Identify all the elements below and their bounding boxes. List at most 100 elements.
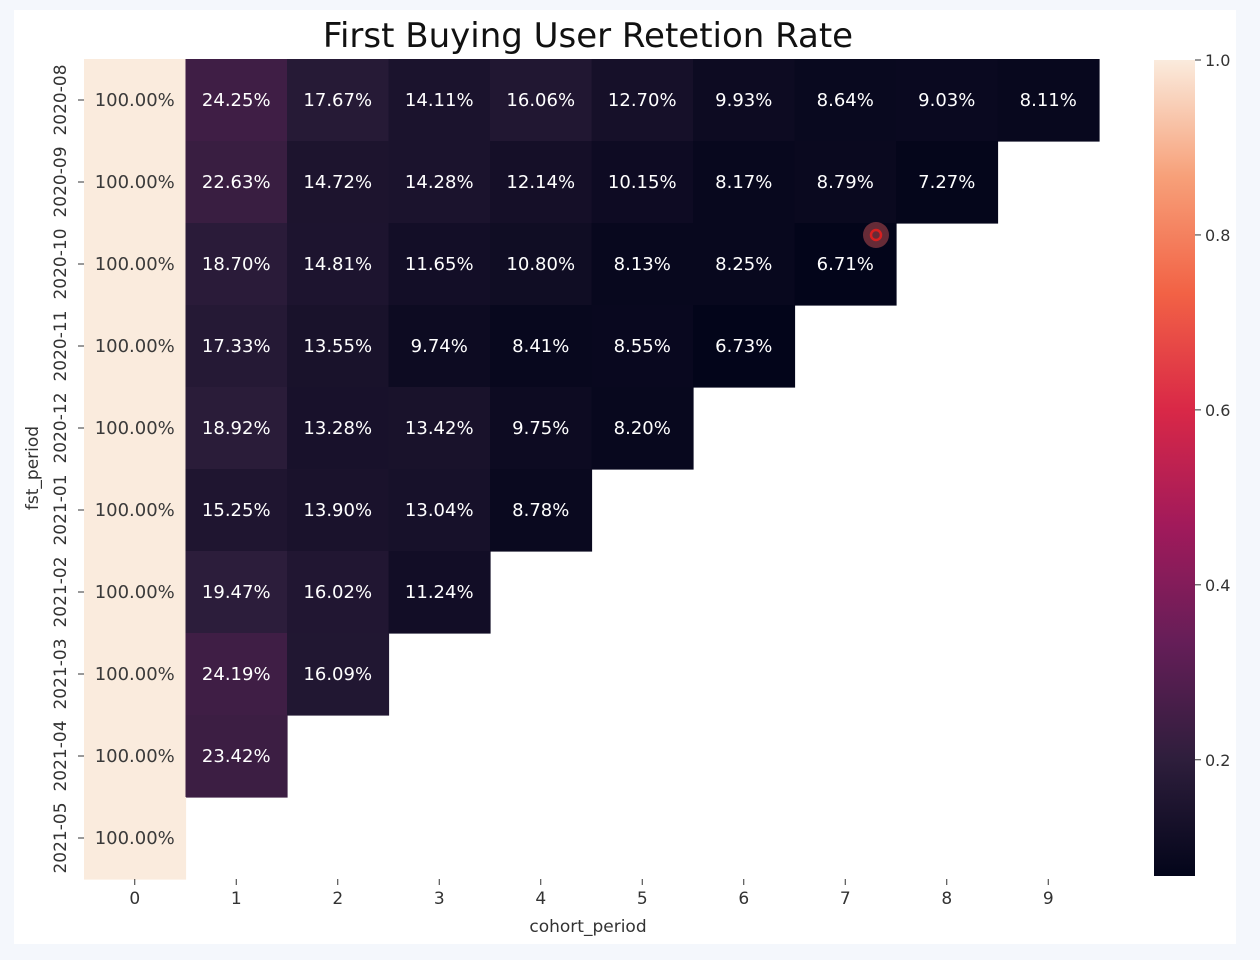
y-tick-label: 2021-03: [51, 638, 71, 709]
heatmap-cell-label: 18.92%: [202, 418, 271, 439]
x-tick-label: 2: [332, 889, 343, 909]
heatmap-cell: [287, 551, 390, 634]
colorbar-tick-label: 0.6: [1205, 401, 1230, 420]
heatmap-cell-label: 10.80%: [506, 254, 575, 275]
y-tick-label: 2020-12: [51, 392, 71, 463]
heatmap-cell-label: 6.73%: [715, 336, 772, 357]
colorbar-tick-label: 1.0: [1205, 51, 1230, 70]
heatmap-cell-label: 13.55%: [303, 336, 372, 357]
heatmap-cell: [84, 551, 187, 634]
colorbar-tick-label: 0.2: [1205, 751, 1230, 770]
heatmap-cell: [84, 59, 187, 142]
heatmap-cell-label: 17.33%: [202, 336, 271, 357]
heatmap-cell: [896, 141, 999, 224]
heatmap-cell-label: 15.25%: [202, 500, 271, 521]
y-tick-label: 2021-01: [51, 474, 71, 545]
y-tick-label: 2021-04: [51, 720, 71, 791]
heatmap-cell: [84, 387, 187, 470]
heatmap-cell-label: 14.28%: [405, 172, 474, 193]
y-tick-label: 2020-10: [51, 228, 71, 299]
heatmap-cell-label: 100.00%: [95, 582, 175, 603]
heatmap-cell-label: 23.42%: [202, 746, 271, 767]
heatmap-cell: [591, 387, 694, 470]
heatmap-cell-label: 18.70%: [202, 254, 271, 275]
colorbar-gradient: [1154, 60, 1195, 876]
heatmap-cell-labels: 100.00% 24.25% 17.67% 14.11% 16.06% 12.70% 9.9…: [95, 90, 1077, 849]
colorbar: 0.2 0.4 0.6 0.8 1.0: [1154, 51, 1230, 876]
heatmap-cell-label: 13.90%: [303, 500, 372, 521]
heatmap-cell: [388, 59, 491, 142]
heatmap-cell: [287, 469, 390, 552]
heatmap-cell: [591, 59, 694, 142]
heatmap-cell-label: 14.11%: [405, 90, 474, 111]
colorbar-ticks: 0.2 0.4 0.6 0.8 1.0: [1195, 51, 1230, 770]
heatmap-cell: [490, 59, 593, 142]
heatmap-cell-label: 17.67%: [303, 90, 372, 111]
heatmap-cell: [693, 223, 796, 306]
y-axis-label: fst_period: [23, 426, 43, 510]
x-tick-label: 6: [738, 889, 749, 909]
heatmap-cell-label: 13.42%: [405, 418, 474, 439]
heatmap-cell-label: 100.00%: [95, 172, 175, 193]
heatmap-cell-label: 8.79%: [817, 172, 874, 193]
heatmap-cell: [693, 59, 796, 142]
y-tick-label: 2021-05: [51, 802, 71, 873]
heatmap-cell: [591, 305, 694, 388]
retention-heatmap: First Buying User Retetion Rate 100.00% 2…: [23, 16, 1230, 937]
heatmap-cell-label: 11.65%: [405, 254, 474, 275]
heatmap-cell: [490, 387, 593, 470]
heatmap-cell-label: 100.00%: [95, 254, 175, 275]
heatmap-cell: [287, 59, 390, 142]
heatmap-cell: [388, 469, 491, 552]
cursor-halo: [863, 222, 889, 248]
heatmap-cell-label: 8.55%: [614, 336, 671, 357]
heatmap-cell: [185, 223, 288, 306]
x-tick-label: 3: [434, 889, 445, 909]
heatmap-cell: [794, 59, 897, 142]
heatmap-cell: [287, 223, 390, 306]
heatmap-cell-label: 10.15%: [608, 172, 677, 193]
heatmap-cell-label: 14.81%: [303, 254, 372, 275]
heatmap-cell: [591, 141, 694, 224]
heatmap-cell: [794, 141, 897, 224]
heatmap-cell-label: 8.41%: [512, 336, 569, 357]
y-tick-label: 2021-02: [51, 556, 71, 627]
heatmap-cell: [185, 551, 288, 634]
heatmap-cell-label: 19.47%: [202, 582, 271, 603]
heatmap-cell: [388, 387, 491, 470]
heatmap-cell-label: 24.25%: [202, 90, 271, 111]
heatmap-cell: [287, 633, 390, 716]
heatmap-cell: [287, 387, 390, 470]
heatmap-cell-label: 13.04%: [405, 500, 474, 521]
x-tick-label: 9: [1043, 889, 1054, 909]
heatmap-cell: [84, 633, 187, 716]
heatmap-cell: [84, 469, 187, 552]
heatmap-cell-label: 12.70%: [608, 90, 677, 111]
x-tick-label: 8: [941, 889, 952, 909]
heatmap-cell: [84, 223, 187, 306]
colorbar-tick-label: 0.8: [1205, 226, 1230, 245]
y-tick-label: 2020-11: [51, 310, 71, 381]
heatmap-cell: [490, 223, 593, 306]
heatmap-cell: [388, 223, 491, 306]
colorbar-tick-label: 0.4: [1205, 576, 1230, 595]
heatmap-cell-label: 16.06%: [506, 90, 575, 111]
heatmap-cell-label: 8.11%: [1020, 90, 1077, 111]
heatmap-cell: [287, 141, 390, 224]
heatmap-cell-label: 11.24%: [405, 582, 474, 603]
heatmap-cell-label: 9.93%: [715, 90, 772, 111]
chart-title: First Buying User Retetion Rate: [323, 16, 853, 56]
heatmap-cell: [84, 305, 187, 388]
cursor-ring: [869, 228, 883, 242]
heatmap-cell: [490, 469, 593, 552]
heatmap-cell: [388, 141, 491, 224]
heatmap-cell-label: 16.09%: [303, 664, 372, 685]
heatmap-cell: [185, 59, 288, 142]
heatmap-cell: [896, 59, 999, 142]
heatmap-cell-label: 7.27%: [918, 172, 975, 193]
heatmap-cell: [185, 469, 288, 552]
heatmap-cells: [84, 59, 1100, 880]
x-tick-label: 0: [129, 889, 140, 909]
heatmap-cell: [185, 387, 288, 470]
heatmap-cell: [84, 141, 187, 224]
